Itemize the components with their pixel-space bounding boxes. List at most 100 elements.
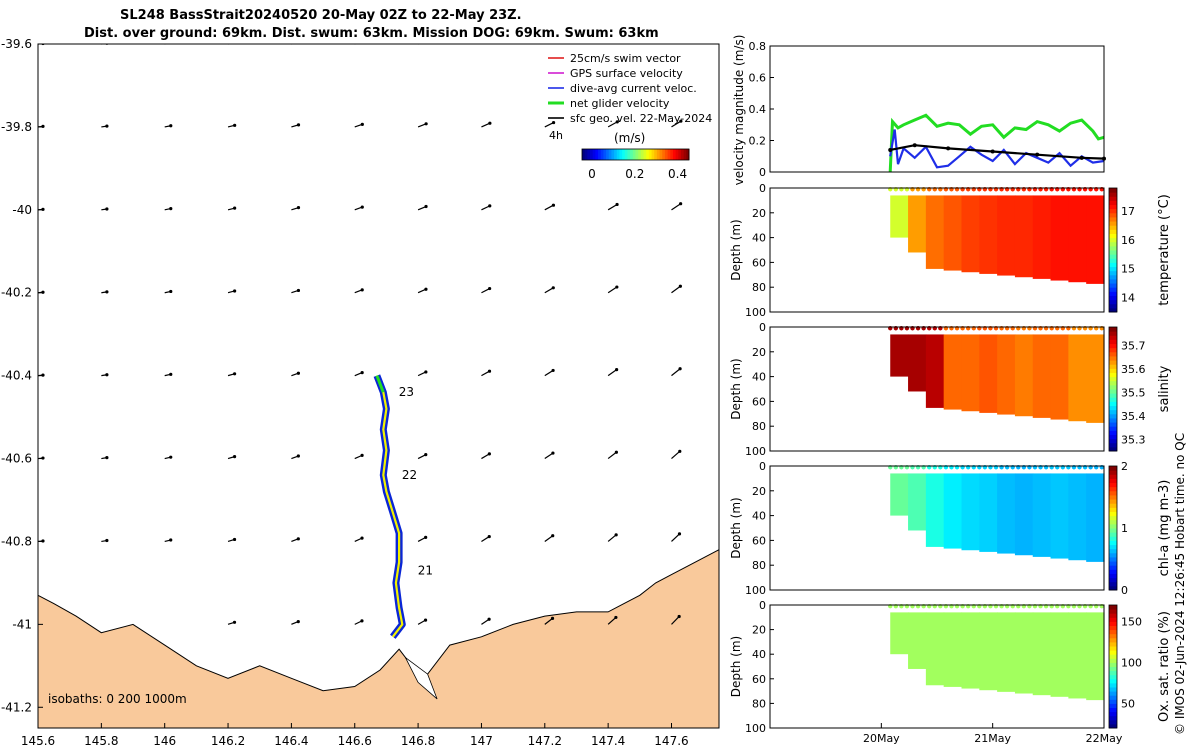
section-cell xyxy=(1032,195,1052,279)
current-vector-head xyxy=(360,288,364,292)
map-colorbar-cell xyxy=(606,149,610,160)
map-colorbar-cell xyxy=(646,149,650,160)
section-y-tick-label: 100 xyxy=(745,306,766,319)
section-colorbar-cell xyxy=(1109,295,1117,301)
section-colorbar-cell xyxy=(1109,368,1117,373)
current-vector-head xyxy=(551,286,555,290)
section-colorbar-cell xyxy=(1109,245,1117,251)
section-colorbar-label: temperature (°C) xyxy=(1157,194,1172,306)
section-colorbar-cell xyxy=(1109,208,1117,214)
section-colorbar-cell xyxy=(1109,327,1117,332)
legend-entry: GPS surface velocity xyxy=(570,67,683,80)
velocity-ylabel: velocity magnitude (m/s) xyxy=(732,35,746,186)
map-y-tick-label: -41 xyxy=(12,617,32,631)
current-vector xyxy=(544,44,547,45)
glider-track xyxy=(375,375,404,638)
section-colorbar-tick-label: 50 xyxy=(1121,697,1135,710)
map-colorbar-cell xyxy=(635,149,639,160)
day-label: 23 xyxy=(399,385,414,399)
map-area: 23 22 21 xyxy=(38,44,719,728)
section-colorbar-tick-label: 35.7 xyxy=(1121,340,1146,353)
map-colorbar-tick-label: 0.4 xyxy=(668,167,687,181)
current-vector xyxy=(544,122,554,128)
section-cell xyxy=(961,334,980,412)
current-vector-head xyxy=(551,203,556,207)
section-y-tick-label: 80 xyxy=(752,281,766,294)
section-colorbar-cell xyxy=(1109,695,1117,700)
current-vector-head xyxy=(679,119,683,123)
map-colorbar-cell xyxy=(595,149,599,160)
section-colorbar-cell xyxy=(1109,650,1117,655)
current-vector-head xyxy=(487,452,491,456)
current-vector-head xyxy=(487,617,491,621)
current-vector-head xyxy=(105,290,109,294)
section-colorbar-tick-label: 150 xyxy=(1121,615,1142,628)
section-colorbar-frame xyxy=(1108,187,1118,313)
map-colorbar-cell xyxy=(683,149,687,160)
map-x-tick-label: 147.2 xyxy=(528,734,562,748)
velocity-y-tick-label: 0.2 xyxy=(749,135,767,148)
section-colorbar-cell xyxy=(1109,699,1117,704)
current-vector-head xyxy=(550,616,555,620)
glider-track-recent xyxy=(375,375,385,393)
section-colorbar-cell xyxy=(1109,548,1117,554)
section-cell xyxy=(1086,473,1105,562)
section-colorbar-cell xyxy=(1109,466,1117,471)
section-cell xyxy=(1068,334,1087,422)
velocity-series-point xyxy=(912,143,917,148)
land-tasmania xyxy=(38,549,719,728)
current-vector-head xyxy=(615,202,619,207)
section-colorbar-cell xyxy=(1109,474,1117,479)
section-colorbar-cell xyxy=(1109,682,1117,688)
section-colorbar-cell xyxy=(1109,331,1117,336)
section-cell xyxy=(943,334,963,410)
map-y-tick-label: -39.8 xyxy=(1,120,32,134)
map-y-tick-label: -41.2 xyxy=(1,700,32,714)
map-colorbar-frame xyxy=(581,148,690,161)
section-colorbar-cell xyxy=(1109,335,1117,340)
map-x-tick-label: 145.8 xyxy=(84,734,118,748)
section-colorbar-cell xyxy=(1109,658,1117,663)
section-cell xyxy=(1086,612,1105,701)
map-y-tick-label: -40.2 xyxy=(1,286,32,300)
map-colorbar-cell xyxy=(622,149,626,160)
section-colorbar-cell xyxy=(1109,486,1117,492)
current-vector xyxy=(607,534,617,542)
section-colorbar-cell xyxy=(1109,523,1117,529)
current-vector xyxy=(544,617,553,625)
section-y-tick-label: 80 xyxy=(752,420,766,433)
map-colorbar-cell xyxy=(603,149,607,160)
map-y-tick-label: -39.6 xyxy=(1,37,32,51)
velocity-series-point xyxy=(1079,155,1084,160)
section-colorbar-cell xyxy=(1109,536,1117,541)
section-colorbar-cell xyxy=(1109,270,1117,276)
section-colorbar-cell xyxy=(1109,678,1117,684)
current-vector-head xyxy=(105,207,109,211)
section-colorbar-cell xyxy=(1109,617,1117,622)
section-colorbar-label: salinity xyxy=(1157,365,1172,412)
section-colorbar-cell xyxy=(1109,192,1117,197)
map-colorbar-cell xyxy=(664,149,669,160)
map-colorbar-cell xyxy=(611,149,615,160)
current-vector xyxy=(607,616,617,625)
legend-entry: dive-avg current veloc. xyxy=(570,82,697,95)
velocity-frame xyxy=(769,45,1105,173)
current-vector-head xyxy=(424,370,428,374)
credit-text: © IMOS 02-Jun-2024 12:26:45 Hobart time.… xyxy=(1173,433,1187,735)
section-colorbar-cell xyxy=(1109,430,1117,435)
section-colorbar-cell xyxy=(1109,287,1117,292)
section-cell xyxy=(997,195,1016,276)
map-x-tick-label: 147 xyxy=(470,734,493,748)
time-tick-label: 21May xyxy=(974,732,1011,745)
current-vector-head xyxy=(360,536,364,540)
section-colorbar-cell xyxy=(1109,621,1117,626)
map-y-tick-label: -40 xyxy=(12,203,32,217)
section-colorbar-cell xyxy=(1109,719,1117,725)
section-colorbar-cell xyxy=(1109,397,1117,402)
section-colorbar-cell xyxy=(1109,532,1117,537)
section-colorbar-cell xyxy=(1109,691,1117,696)
section-colorbar-label: chl-a (mg m-3) xyxy=(1157,480,1172,577)
section-y-tick-label: 20 xyxy=(752,624,766,637)
map-colorbar-cell xyxy=(608,149,612,160)
current-vector xyxy=(544,369,554,377)
